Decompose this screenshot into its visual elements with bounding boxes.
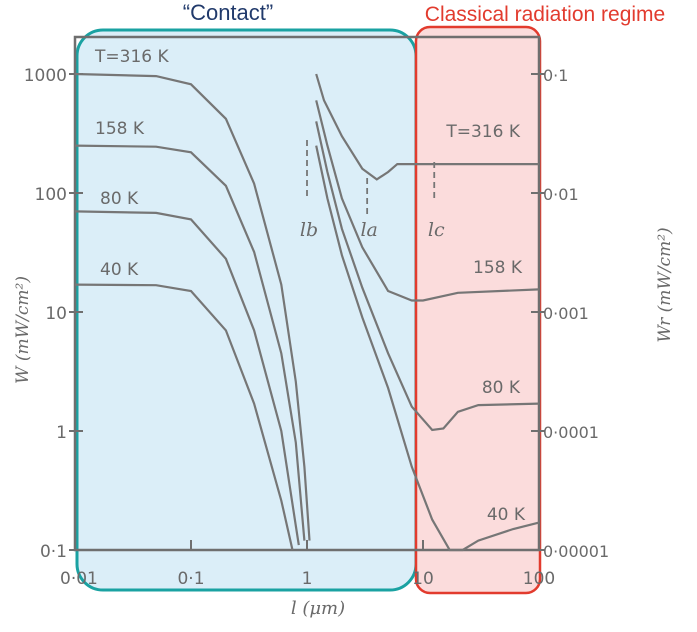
x-tick-label: 100 <box>523 569 555 589</box>
curve-label: 80 K <box>100 189 139 209</box>
contact-annotation: “Contact” <box>183 0 273 25</box>
y-tick-label-left: 1 <box>56 423 67 443</box>
y-tick-label-right: 0·001 <box>543 304 589 323</box>
x-tick-label: 10 <box>412 569 434 589</box>
y-tick-label-left: 100 <box>35 185 67 205</box>
curve-label: 158 K <box>473 258 523 278</box>
y-tick-label-left: 1000 <box>24 66 67 86</box>
series-line-classical <box>315 145 540 552</box>
curve-label: 80 K <box>482 378 521 398</box>
y-tick-label-left: 0·1 <box>40 542 67 562</box>
y-tick-label-left: 10 <box>45 304 67 324</box>
y-axis-title-left: W (mW/cm²) <box>13 276 33 384</box>
series-line-classical <box>315 121 540 432</box>
curve-label: 40 K <box>487 505 526 525</box>
x-axis-title: l (μm) <box>291 598 345 619</box>
series-line-contact <box>74 283 294 551</box>
marker-label: lb <box>300 219 318 241</box>
series-line-contact <box>74 210 300 546</box>
x-tick-label: 1 <box>302 569 313 589</box>
x-tick-label: 0·1 <box>177 569 204 589</box>
x-tick-label: 0·01 <box>60 569 98 589</box>
y-tick-label-right: 0·0001 <box>543 423 599 442</box>
y-axis-title-right: Wr (mW/cm²) <box>655 227 675 342</box>
axes-layer: 0·01 0·1 1 10 100 1000 100 10 1 0·1 0·1 0·01 0·001 0·… <box>13 35 675 619</box>
curves-layer <box>74 72 540 552</box>
curve-label: T=316 K <box>445 122 520 142</box>
series-line-classical <box>315 73 539 181</box>
curve-label: T=316 K <box>94 47 169 67</box>
series-line-contact <box>74 144 306 541</box>
y-tick-label-right: 0·1 <box>543 66 568 85</box>
classical-annotation: Classical radiation regime <box>425 3 665 26</box>
series-line-contact <box>74 72 311 541</box>
curve-label: 158 K <box>95 119 145 139</box>
marker-label: lc <box>428 219 445 241</box>
labels-layer: “Contact” Classical radiation regime T=316… <box>94 0 665 525</box>
regions-layer <box>75 25 542 595</box>
y-tick-label-right: 0·01 <box>543 185 579 204</box>
marker-label: la <box>360 219 377 241</box>
curve-label: 40 K <box>100 260 139 280</box>
series-line-classical <box>315 100 540 302</box>
y-tick-label-right: 0·00001 <box>543 542 609 561</box>
